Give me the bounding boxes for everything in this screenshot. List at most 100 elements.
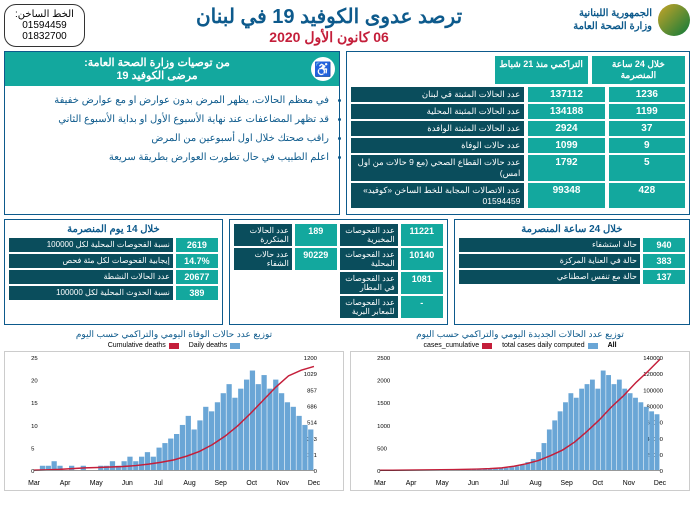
stat-row: 91099عدد حالات الوفاة <box>351 138 685 153</box>
org-line1: الجمهورية اللبنانية <box>573 7 652 20</box>
svg-text:Apr: Apr <box>406 480 417 487</box>
svg-text:0: 0 <box>660 469 664 475</box>
svg-text:Jul: Jul <box>154 480 163 487</box>
svg-text:857: 857 <box>307 388 317 394</box>
test-val: 10140 <box>401 248 443 270</box>
tests-box: 11221عدد الفحوصات المخبرية10140عدد الفحو… <box>229 219 448 325</box>
mini-row: 383حالة في العناية المركزة <box>459 254 685 268</box>
last14-title: خلال 14 يوم المنصرمة <box>9 224 218 235</box>
cases-chart-title: توزيع عدد الحالات الجديدة اليومي والتراك… <box>350 329 690 340</box>
stat-row: 42899348عدد الاتصالات المجابة للخط الساخ… <box>351 183 685 208</box>
svg-text:2500: 2500 <box>377 356 391 362</box>
svg-text:Jun: Jun <box>468 480 479 487</box>
stat-24h: 1236 <box>609 87 685 102</box>
test-label: عدد حالات الشفاء <box>234 248 292 270</box>
test-label: عدد الفحوصات في المطار <box>340 272 398 294</box>
advice-title: من توصيات وزارة الصحة العامة: <box>9 56 305 69</box>
svg-text:Sep: Sep <box>561 480 573 487</box>
cases-all-label: All <box>608 342 617 349</box>
svg-text:2000: 2000 <box>377 379 391 385</box>
mini-row: 940حالة استشفاء <box>459 238 685 252</box>
mini-label: إيجابية الفحوصات لكل مئة فحص <box>9 254 173 268</box>
svg-text:25: 25 <box>31 356 38 362</box>
svg-text:Dec: Dec <box>308 480 321 487</box>
test-label: عدد الفحوصات المخبرية <box>340 224 398 246</box>
test-label: عدد الفحوصات المحلية <box>340 248 398 270</box>
cases-leg2: cases_cumulative <box>423 342 479 349</box>
mini-val: 14.7% <box>176 254 218 268</box>
svg-text:10: 10 <box>31 424 38 430</box>
hotline-n1: 01594459 <box>15 20 74 31</box>
svg-text:1500: 1500 <box>377 401 391 407</box>
stat-label: عدد حالات الوفاة <box>351 138 524 153</box>
advice-list: في معظم الحالات، يظهر المرض بدون عوارض ا… <box>5 86 339 174</box>
hotline-box: الخط الساخن: 01594459 01832700 <box>4 4 85 47</box>
test-val: 189 <box>295 224 337 246</box>
svg-text:Nov: Nov <box>277 480 290 487</box>
stat-cum: 134188 <box>528 104 604 119</box>
patient-icon: ♿ <box>311 57 335 81</box>
svg-text:1200: 1200 <box>304 356 318 362</box>
svg-text:Apr: Apr <box>60 480 71 487</box>
test-row: 10140عدد الفحوصات المحلية <box>340 248 443 270</box>
svg-text:80000: 80000 <box>646 404 663 410</box>
page-title: ترصد عدوى الكوفيد 19 في لبنان <box>93 4 565 29</box>
main-stats-table: خلال 24 ساعة المنصرمة التراكمي منذ 21 شب… <box>346 51 690 215</box>
svg-text:15: 15 <box>31 401 38 407</box>
mini-row: 137حالة مع تنفس اصطناعي <box>459 270 685 284</box>
test-val: - <box>401 296 443 318</box>
stat-cum: 2924 <box>528 121 604 136</box>
svg-text:Mar: Mar <box>374 480 387 487</box>
hotline-n2: 01832700 <box>15 31 74 42</box>
mini-val: 137 <box>643 270 685 284</box>
last24-box: خلال 24 ساعة المنصرمة 940حالة استشفاء383… <box>454 219 690 325</box>
svg-text:Sep: Sep <box>215 480 227 487</box>
stat-24h: 5 <box>609 155 685 181</box>
cases-leg1: total cases daily computed <box>502 342 585 349</box>
advice-item: اعلم الطبيب في حال تطورت العوارض بطريقة … <box>15 149 329 166</box>
stats-hdr-24h: خلال 24 ساعة المنصرمة <box>592 56 685 84</box>
test-row: 1081عدد الفحوصات في المطار <box>340 272 443 294</box>
svg-text:500: 500 <box>377 447 388 453</box>
svg-text:Oct: Oct <box>246 480 257 487</box>
cases-chart: توزيع عدد الحالات الجديدة اليومي والتراك… <box>350 329 690 494</box>
svg-text:140000: 140000 <box>643 356 663 362</box>
deaths-leg2: Cumulative deaths <box>108 342 166 349</box>
stat-cum: 99348 <box>528 183 604 208</box>
test-val: 11221 <box>401 224 443 246</box>
mini-label: عدد الحالات النشطة <box>9 270 173 284</box>
mini-label: حالة مع تنفس اصطناعي <box>459 270 640 284</box>
svg-text:514: 514 <box>307 421 318 427</box>
svg-text:686: 686 <box>307 404 318 410</box>
deaths-chart-svg: 0510152025017134351468685710291200MarApr… <box>4 351 344 491</box>
cases-chart-svg: 0500100015002000250002000040000600008000… <box>350 351 690 491</box>
advice-item: في معظم الحالات، يظهر المرض بدون عوارض ا… <box>15 92 329 109</box>
mini-val: 389 <box>176 286 218 300</box>
mini-row: 14.7%إيجابية الفحوصات لكل مئة فحص <box>9 254 218 268</box>
mini-val: 20677 <box>176 270 218 284</box>
test-val: 1081 <box>401 272 443 294</box>
mini-val: 383 <box>643 254 685 268</box>
advice-item: راقب صحتك خلال اول أسبوعين من المرض <box>15 130 329 147</box>
mini-label: نسبة الحدوث المحلية لكل 100000 <box>9 286 173 300</box>
svg-text:Dec: Dec <box>654 480 667 487</box>
advice-panel: ♿ من توصيات وزارة الصحة العامة: مرضى الك… <box>4 51 340 215</box>
svg-text:1000: 1000 <box>377 424 391 430</box>
test-row: 90229عدد حالات الشفاء <box>234 248 337 270</box>
svg-text:1029: 1029 <box>304 372 317 378</box>
svg-text:May: May <box>90 480 104 487</box>
mini-val: 940 <box>643 238 685 252</box>
stat-label: عدد الاتصالات المجابة للخط الساخن «كوفيد… <box>351 183 524 208</box>
mini-val: 2619 <box>176 238 218 252</box>
svg-text:Mar: Mar <box>28 480 41 487</box>
svg-text:Aug: Aug <box>183 480 195 487</box>
svg-text:5: 5 <box>31 447 35 453</box>
mini-label: حالة في العناية المركزة <box>459 254 640 268</box>
stat-24h: 428 <box>609 183 685 208</box>
report-date: 06 كانون الأول 2020 <box>93 29 565 46</box>
svg-text:Nov: Nov <box>623 480 636 487</box>
advice-item: قد تظهر المضاعفات عند نهاية الأسبوع الأو… <box>15 111 329 128</box>
hotline-label: الخط الساخن: <box>15 9 74 20</box>
test-row: 11221عدد الفحوصات المخبرية <box>340 224 443 246</box>
stat-cum: 1099 <box>528 138 604 153</box>
